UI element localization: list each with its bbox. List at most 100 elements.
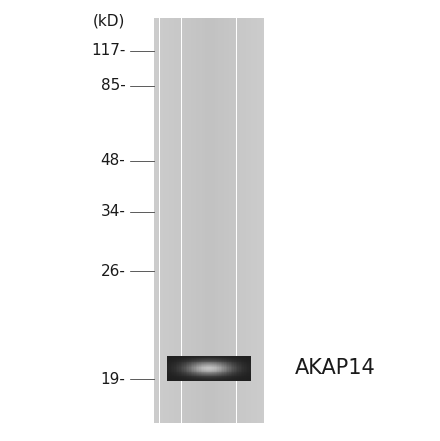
Bar [179, 369, 180, 370]
Bar [229, 376, 231, 377]
Bar [202, 368, 204, 369]
Bar [171, 360, 172, 361]
Bar [216, 380, 217, 381]
Bar [226, 358, 227, 359]
Bar [205, 356, 207, 357]
Bar [213, 361, 214, 362]
Bar [197, 367, 199, 368]
Bar [186, 369, 187, 370]
Bar [214, 363, 216, 364]
Bar [192, 369, 194, 370]
Bar [224, 373, 226, 374]
Bar [242, 18, 244, 423]
Bar [241, 379, 242, 380]
Bar [179, 377, 180, 378]
Bar [197, 380, 199, 381]
Bar [225, 18, 227, 423]
Bar [219, 378, 221, 379]
Bar [226, 359, 227, 360]
Bar [226, 364, 227, 365]
Bar [247, 379, 249, 380]
Bar [232, 378, 234, 379]
Bar [219, 380, 221, 381]
Bar [246, 380, 247, 381]
Bar [244, 372, 246, 373]
Bar [177, 363, 179, 364]
Bar [174, 366, 176, 367]
Bar [221, 375, 222, 376]
Text: 19-: 19- [100, 372, 125, 387]
Bar [221, 366, 222, 367]
Bar [217, 365, 219, 366]
Bar [169, 375, 171, 376]
Bar [221, 360, 222, 361]
Bar [204, 361, 205, 362]
Bar [216, 375, 217, 376]
Bar [167, 361, 169, 362]
Bar [244, 378, 246, 379]
Bar [192, 375, 194, 376]
Bar [207, 362, 209, 363]
Bar [169, 369, 171, 370]
Bar [238, 356, 239, 357]
Bar [169, 18, 170, 423]
Bar [209, 363, 211, 364]
Bar [239, 371, 241, 372]
Bar [184, 372, 186, 373]
Bar [180, 356, 182, 357]
Bar [169, 372, 171, 373]
Bar [189, 368, 191, 369]
Bar [239, 360, 241, 361]
Bar [232, 366, 234, 367]
Bar [216, 357, 217, 358]
Bar [174, 375, 176, 376]
Bar [217, 378, 219, 379]
Bar [217, 376, 219, 377]
Bar [221, 371, 222, 372]
Bar [231, 373, 232, 374]
Bar [213, 367, 214, 368]
Text: 48-: 48- [101, 153, 125, 168]
Bar [182, 365, 184, 366]
Bar [187, 373, 189, 374]
Bar [205, 375, 207, 376]
Bar [189, 364, 191, 365]
Bar [209, 380, 211, 381]
Bar [224, 361, 226, 362]
Bar [241, 359, 242, 360]
Bar [244, 366, 246, 367]
Bar [244, 368, 246, 369]
Bar [169, 361, 171, 362]
Bar [219, 370, 221, 371]
Bar [219, 373, 221, 374]
Bar [202, 366, 204, 367]
Bar [201, 362, 202, 363]
Bar [204, 378, 205, 379]
Bar [246, 369, 247, 370]
Bar [219, 362, 221, 363]
Bar [177, 361, 179, 362]
Bar [187, 360, 189, 361]
Bar [227, 364, 229, 365]
Bar [227, 374, 229, 375]
Bar [238, 377, 239, 378]
Bar [201, 356, 202, 357]
Bar [199, 363, 201, 364]
Bar [249, 370, 251, 371]
Bar [207, 356, 209, 357]
Bar [221, 378, 222, 379]
Bar [232, 380, 234, 381]
Bar [211, 367, 213, 368]
Bar [247, 380, 249, 381]
Bar [216, 366, 217, 367]
Bar [224, 357, 226, 358]
Bar [205, 374, 207, 375]
Bar [184, 368, 186, 369]
Bar [227, 380, 229, 381]
Bar [167, 374, 169, 375]
Bar [184, 377, 186, 378]
Bar [169, 363, 171, 364]
Bar [197, 361, 199, 362]
Bar [214, 369, 216, 370]
Bar [236, 375, 238, 376]
